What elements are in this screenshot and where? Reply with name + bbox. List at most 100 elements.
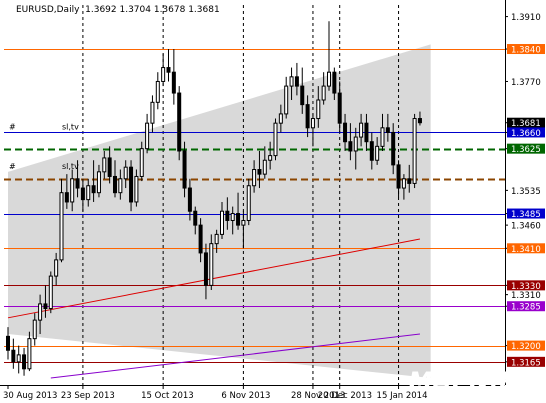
candle bbox=[193, 206, 198, 235]
level-marker-label: sl,tv bbox=[62, 122, 79, 131]
time-tick-label: 20 Dec 2013 bbox=[318, 391, 372, 401]
level-marker-label: # bbox=[9, 162, 16, 171]
price-tick-label: 1.3625 bbox=[511, 145, 541, 155]
candle-body bbox=[273, 122, 278, 157]
candle-body bbox=[375, 145, 380, 161]
price-label-box bbox=[507, 127, 545, 138]
candle bbox=[209, 234, 214, 290]
symbol-info: EURUSD,Daily 1.3692 1.3704 1.3678 1.3681 bbox=[16, 5, 220, 15]
candle-body bbox=[155, 80, 160, 103]
price-tick-label: 1.3330 bbox=[511, 282, 541, 292]
level-markers: # sl,tv # sl,tv bbox=[9, 122, 79, 170]
candle bbox=[380, 113, 385, 151]
candle-body bbox=[220, 210, 224, 235]
candle-body bbox=[385, 127, 390, 133]
price-tick-label: 1.3660 bbox=[511, 129, 541, 139]
candle-body bbox=[134, 175, 139, 203]
candle-body bbox=[380, 127, 385, 147]
candle-body bbox=[198, 224, 203, 254]
candle bbox=[305, 95, 310, 138]
price-label-box bbox=[507, 280, 545, 291]
candle bbox=[294, 62, 299, 96]
candle-body bbox=[16, 354, 21, 363]
level-marker-label: sl,tv bbox=[62, 162, 79, 171]
time-tick-label: 15 Oct 2013 bbox=[141, 391, 194, 401]
candle bbox=[412, 113, 417, 189]
candle bbox=[123, 160, 128, 189]
candle bbox=[177, 86, 182, 161]
candle-body bbox=[75, 178, 80, 189]
candle-body bbox=[300, 85, 305, 106]
candle-body bbox=[11, 349, 16, 363]
candle bbox=[300, 67, 305, 114]
watermark-logo: MAFN.RU bbox=[408, 367, 538, 395]
candle bbox=[401, 174, 406, 200]
candle bbox=[369, 132, 374, 170]
time-tick-label: 23 Sep 2013 bbox=[61, 391, 115, 401]
candle-body bbox=[391, 131, 396, 166]
candle bbox=[187, 178, 192, 221]
candle bbox=[353, 127, 358, 170]
candle-body bbox=[129, 166, 134, 203]
candle-body bbox=[278, 113, 283, 124]
candle bbox=[225, 197, 230, 230]
candle-body bbox=[203, 252, 208, 286]
candle-body bbox=[236, 213, 241, 226]
price-label-box bbox=[507, 208, 545, 219]
candle-body bbox=[327, 71, 331, 87]
candle bbox=[70, 169, 75, 212]
candle-body bbox=[321, 85, 326, 101]
candle-body bbox=[6, 335, 10, 351]
candle-body bbox=[369, 141, 374, 161]
regression-channel bbox=[8, 44, 431, 379]
candle-body bbox=[177, 92, 182, 152]
price-tick-label: 1.3681 bbox=[511, 119, 541, 129]
candle-body bbox=[252, 169, 257, 187]
candle bbox=[96, 164, 101, 198]
candle bbox=[332, 67, 337, 100]
candle bbox=[359, 113, 364, 147]
candle-body bbox=[225, 210, 230, 221]
candle-body bbox=[316, 99, 321, 120]
price-label-box bbox=[507, 44, 545, 55]
trendline bbox=[50, 333, 421, 379]
candle bbox=[54, 252, 59, 286]
price-tick-label: 1.3485 bbox=[511, 210, 541, 220]
time-axis: 30 Aug 2013 23 Sep 2013 15 Oct 2013 6 Nov 2… bbox=[0, 385, 505, 401]
candle-body bbox=[262, 159, 267, 175]
candle bbox=[48, 271, 53, 314]
candle-body bbox=[59, 192, 64, 261]
price-tick-label: 1.3770 bbox=[511, 78, 541, 88]
price-tick-label: 1.3460 bbox=[511, 222, 541, 232]
symbol-label: EURUSD,Daily bbox=[16, 5, 80, 15]
candle-body bbox=[161, 67, 166, 82]
price-label-box bbox=[507, 243, 545, 254]
candle bbox=[310, 113, 315, 147]
candle bbox=[118, 169, 123, 200]
candle bbox=[364, 113, 369, 151]
price-tick-label: 1.3410 bbox=[511, 245, 541, 255]
channel-area bbox=[8, 44, 431, 379]
candle bbox=[343, 113, 348, 151]
candle-body bbox=[139, 148, 144, 177]
price-label-box bbox=[507, 117, 545, 128]
candle-body bbox=[27, 338, 32, 370]
candle-body bbox=[193, 210, 198, 226]
candle bbox=[43, 285, 48, 318]
candle bbox=[134, 169, 139, 207]
candle bbox=[86, 178, 91, 207]
candle-body bbox=[348, 141, 353, 152]
candle bbox=[246, 178, 251, 226]
candle bbox=[327, 21, 331, 91]
candle-body bbox=[48, 275, 53, 310]
candle bbox=[64, 174, 69, 209]
candle bbox=[278, 104, 283, 133]
candle bbox=[214, 229, 219, 253]
candle bbox=[220, 201, 224, 240]
time-tick-label: 6 Nov 2013 bbox=[221, 391, 270, 401]
candle-body bbox=[80, 187, 85, 201]
candle bbox=[236, 192, 241, 230]
time-tick-label: 30 Aug 2013 bbox=[3, 391, 57, 401]
candle bbox=[22, 347, 27, 376]
